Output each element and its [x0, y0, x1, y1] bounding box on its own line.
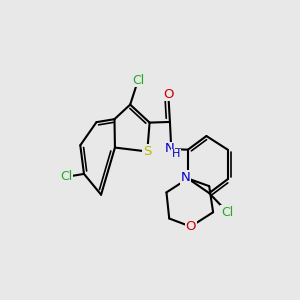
Text: S: S — [143, 145, 152, 158]
Text: O: O — [163, 88, 174, 101]
Text: O: O — [185, 220, 196, 233]
Text: N: N — [180, 171, 190, 184]
Text: N: N — [165, 142, 174, 155]
Text: Cl: Cl — [60, 170, 72, 183]
Text: Cl: Cl — [221, 206, 233, 218]
Text: Cl: Cl — [132, 74, 144, 87]
Text: H: H — [172, 149, 180, 159]
